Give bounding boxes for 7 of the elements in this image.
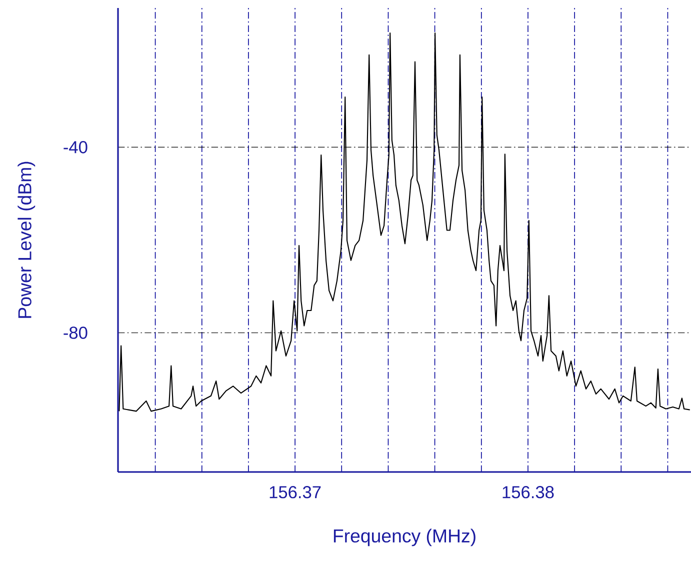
y-axis-title: Power Level (dBm) [18,162,36,318]
x-tick-label: 156.37 [270,486,321,498]
x-tick-label: 156.38 [502,486,554,498]
line-series [118,32,690,412]
x-axis-title: Frequency (MHz) [334,528,476,546]
y-tick-label: -40 [64,141,88,154]
y-tick-label: -80 [64,326,88,339]
